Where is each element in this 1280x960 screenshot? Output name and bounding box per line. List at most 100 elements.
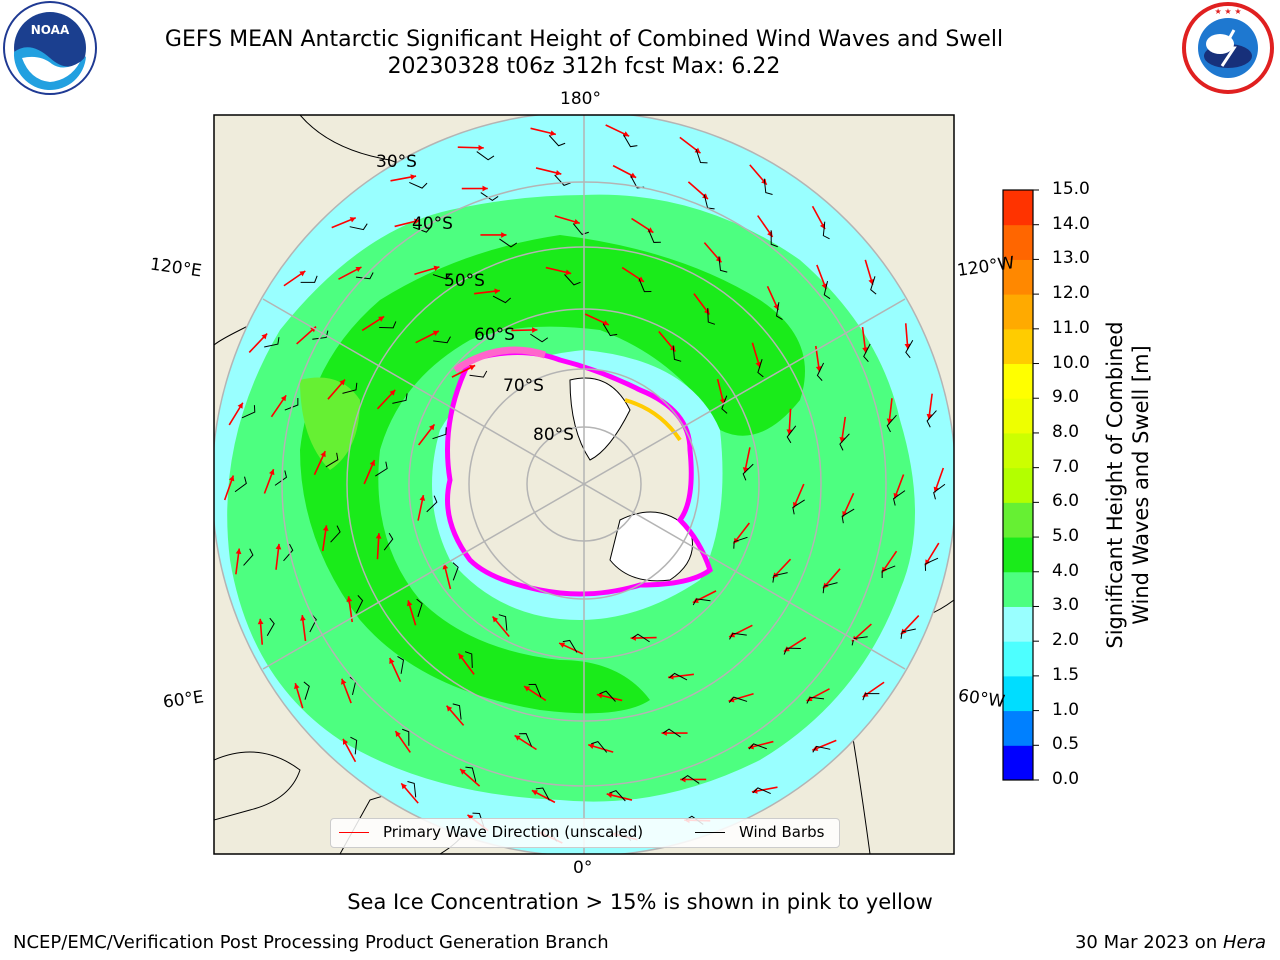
wave-arrow-head	[269, 469, 275, 476]
wave-arrow-head	[406, 600, 413, 607]
wind-barb	[668, 672, 688, 681]
wind-barb	[763, 178, 773, 195]
graticule	[214, 115, 954, 854]
map-legend: Primary Wave Direction (unscaled) Wind B…	[330, 818, 840, 848]
wind-barb	[862, 693, 880, 701]
footer-host: Hera	[1222, 932, 1266, 953]
wind-barb	[554, 174, 571, 186]
meridian-label-0: 0°	[573, 858, 593, 878]
wind-barb	[733, 536, 748, 549]
wave-arrow-head	[514, 735, 521, 741]
noaa-logo: NOAA	[3, 1, 97, 95]
wind-barb	[397, 655, 405, 674]
wind-barb	[284, 397, 299, 411]
wave-arrow-head	[299, 270, 306, 277]
latitude-label-40s: 40°S	[412, 214, 453, 234]
wave-arrow-head	[339, 379, 346, 386]
wind-barb	[300, 275, 318, 283]
wind-barb	[432, 427, 447, 440]
wave-arrow-head	[501, 232, 507, 238]
wind-barb	[851, 636, 868, 646]
wave-arrow-head	[630, 172, 637, 178]
wave-arrow-head	[433, 265, 440, 272]
colorbar-segment	[1003, 745, 1033, 781]
wave-arrow-head	[531, 790, 538, 796]
wind-barb	[432, 273, 452, 280]
wave-arrow-head	[428, 424, 435, 431]
wave-arrow-head	[419, 495, 426, 501]
wave-arrow-head	[458, 653, 464, 660]
wind-barb	[375, 461, 388, 477]
colorbar-segment	[1003, 398, 1033, 434]
wind-barb	[721, 395, 728, 414]
wind-barb	[264, 337, 280, 348]
wind-barb	[816, 362, 825, 381]
wind-barb	[355, 272, 374, 280]
sea-ice-yellow-patch	[624, 398, 682, 442]
colorbar-segment	[1003, 606, 1033, 642]
wind-barb	[530, 333, 549, 343]
colorbar-tick-label: 13.0	[1052, 248, 1090, 269]
wave-arrow-head	[414, 218, 420, 225]
wind-barb	[426, 495, 438, 513]
wind-barb	[476, 151, 495, 161]
colorbar-tick-label: 8.0	[1052, 421, 1080, 442]
wind-barb	[342, 382, 358, 394]
wave-arrow-head	[401, 783, 407, 790]
colorbar-segment	[1003, 328, 1033, 365]
colorbar-label-line1: Significant Height of Combined	[1103, 321, 1127, 649]
colorbar-segment	[1003, 675, 1033, 712]
latitude-label-30s: 30°S	[376, 152, 417, 172]
wave-arrow-head	[275, 543, 282, 550]
wave-arrow-head	[235, 548, 242, 555]
wave-arrow-head	[375, 533, 382, 539]
sea-ice-pink-patch	[453, 346, 547, 373]
wave-arrow-head	[389, 389, 396, 396]
colorbar-label-line2: Wind Waves and Swell [m]	[1129, 345, 1153, 625]
legend-swatch-black	[695, 831, 725, 833]
colorbar-segment	[1003, 363, 1033, 399]
colorbar-segment	[1003, 710, 1033, 746]
wind-barb	[718, 256, 728, 273]
wave-arrow-head	[320, 451, 326, 458]
wind-barb	[822, 582, 838, 594]
wind-barb	[234, 476, 247, 493]
wind-barb	[631, 633, 650, 643]
wind-barb	[452, 703, 462, 720]
legend-label-wind-barbs: Wind Barbs	[739, 823, 825, 841]
wave-band-4-5m	[300, 235, 805, 714]
colorbar-tick-label: 15.0	[1052, 179, 1090, 199]
wind-barb	[772, 572, 788, 583]
wave-arrow-head	[261, 333, 268, 340]
wind-barb	[681, 774, 700, 784]
sea-ice-edge	[445, 350, 713, 597]
wind-barb	[602, 323, 618, 337]
wave-arrow-head	[343, 738, 349, 745]
wind-barb	[692, 598, 711, 606]
wind-barb	[792, 499, 805, 515]
wave-arrow-head	[602, 320, 609, 326]
wind-barb	[905, 339, 914, 359]
wind-barb	[312, 330, 329, 340]
colorbar-tick-label: 3.0	[1052, 595, 1080, 616]
wave-arrow-head	[532, 327, 538, 333]
colorbar-segment	[1003, 259, 1033, 295]
wind-barb	[812, 745, 831, 753]
wind-barb	[409, 181, 428, 189]
wind-barb	[349, 223, 368, 231]
latitude-label-80s: 80°S	[533, 425, 574, 445]
wave-arrow-head	[904, 343, 911, 350]
map-frame	[213, 114, 955, 855]
colorbar-label: Significant Height of Combined Wind Wave…	[1102, 275, 1154, 695]
wave-arrow-head	[460, 768, 466, 775]
wave-arrow-head	[565, 269, 572, 276]
wind-barb	[742, 463, 754, 481]
wind-barb	[464, 651, 473, 668]
wave-arrow-head	[596, 692, 603, 699]
wave-max-region	[300, 377, 360, 470]
wave-arrow-head	[926, 413, 933, 420]
wind-barb	[519, 733, 533, 747]
wind-barb	[480, 192, 499, 202]
colorbar-tick-label: 12.0	[1052, 283, 1090, 304]
